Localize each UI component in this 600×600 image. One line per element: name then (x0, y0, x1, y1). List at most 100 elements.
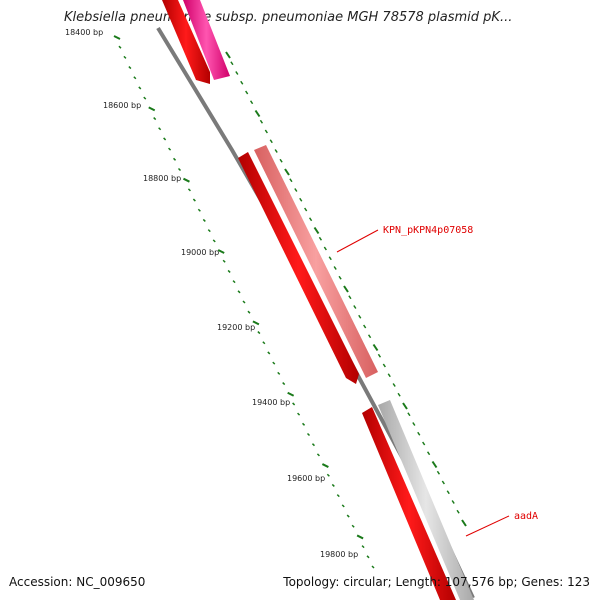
summary-text: Topology: circular; Length: 107,576 bp; … (283, 575, 590, 589)
ruler-minor-tick (153, 117, 157, 121)
outer-minor-tick (348, 295, 352, 300)
outer-minor-tick (412, 422, 416, 426)
gene-arrow[interactable] (162, 0, 210, 84)
ruler-minor-tick (282, 382, 286, 386)
ruler-minor-tick (297, 412, 301, 416)
ruler-minor-tick (277, 371, 281, 375)
ruler-minor-tick (371, 565, 375, 569)
outer-minor-tick (397, 392, 401, 397)
ruler-tick-label: 19400 bp (252, 398, 290, 407)
ruler-labels: 18400 bp 18600 bp 18800 bp 19000 bp 19200 bp… (65, 28, 358, 559)
ruler-minor-tick (138, 86, 142, 90)
ruler-tick-label: 18400 bp (65, 28, 103, 37)
ruler-minor-tick (267, 351, 271, 355)
ruler-minor-tick (133, 76, 137, 80)
accession-text: Accession: NC_009650 (9, 575, 146, 589)
outer-minor-tick (299, 197, 303, 202)
ruler-minor-tick (177, 167, 182, 172)
ruler-minor-tick (202, 218, 206, 222)
ruler-major-tick (252, 320, 260, 326)
ruler-minor-tick (123, 55, 127, 59)
outer-major-tick (343, 285, 349, 293)
outer-minor-tick (245, 90, 249, 95)
outer-minor-tick (328, 256, 332, 261)
outer-major-tick (402, 402, 408, 410)
ruler-minor-tick (311, 443, 315, 447)
ruler-minor-tick (361, 545, 365, 549)
outer-minor-tick (249, 100, 254, 105)
ruler-minor-tick (143, 96, 147, 100)
ruler-minor-tick (341, 504, 345, 508)
ruler-minor-tick (118, 45, 122, 49)
outer-minor-tick (279, 158, 283, 163)
outer-major-tick (431, 460, 438, 469)
gene-label[interactable]: aadA (514, 511, 538, 522)
outer-minor-tick (422, 441, 426, 446)
ruler-minor-tick (306, 432, 311, 437)
ruler-tick-label: 19800 bp (320, 550, 358, 559)
outer-minor-tick (353, 305, 357, 309)
outer-minor-tick (274, 149, 278, 153)
outer-minor-tick (456, 509, 460, 514)
outer-minor-tick (323, 246, 327, 251)
ruler-minor-tick (302, 422, 306, 426)
ruler-minor-tick (197, 208, 201, 212)
gene-features[interactable] (162, 0, 474, 600)
outer-major-tick (254, 109, 261, 118)
ruler-minor-tick (346, 514, 350, 518)
ruler-minor-tick (292, 402, 296, 406)
ruler-minor-tick (237, 290, 241, 294)
outer-minor-tick (294, 188, 298, 192)
ruler-minor-tick (163, 137, 167, 141)
outer-ticks (225, 51, 467, 527)
ruler-minor-tick (192, 198, 196, 202)
outer-minor-tick (289, 178, 293, 183)
gene-arrow[interactable] (362, 407, 456, 600)
outer-major-tick (225, 51, 231, 59)
outer-minor-tick (367, 334, 372, 339)
outer-minor-tick (392, 383, 396, 387)
gene-arrow[interactable] (254, 145, 378, 378)
ruler-minor-tick (128, 66, 132, 70)
outer-minor-tick (417, 431, 421, 436)
ruler-minor-tick (173, 157, 177, 161)
gene-arrow[interactable] (183, 0, 230, 80)
outer-minor-tick (441, 480, 445, 485)
outer-major-tick (372, 343, 379, 352)
outer-minor-tick (387, 373, 391, 378)
ruler-minor-tick (227, 269, 231, 273)
ruler-major-tick (287, 391, 295, 397)
ruler-major-tick (356, 534, 364, 540)
outer-major-tick (284, 168, 290, 176)
ruler-minor-tick (232, 280, 236, 284)
ruler-minor-tick (351, 524, 355, 528)
outer-minor-tick (338, 275, 342, 280)
ruler-minor-tick (331, 483, 335, 487)
gene-label[interactable]: KPN_pKPN4p07058 (383, 225, 473, 236)
gene-labels: KPN_pKPN4p07058 aadA (336, 225, 538, 537)
gene-arrow[interactable] (238, 152, 359, 384)
outer-minor-tick (436, 470, 441, 475)
gene-label-leader (336, 229, 379, 253)
ruler-minor-tick (187, 188, 191, 192)
outer-minor-tick (446, 490, 450, 495)
outer-major-tick (313, 226, 320, 235)
ruler-minor-tick (247, 310, 251, 314)
ruler-tick-label: 18800 bp (143, 174, 181, 183)
outer-minor-tick (333, 266, 337, 270)
outer-minor-tick (264, 129, 268, 134)
ruler-major-tick (148, 106, 156, 112)
ruler-major-tick (183, 177, 190, 183)
outer-minor-tick (240, 80, 244, 85)
gene-arrow[interactable] (378, 400, 474, 600)
outer-minor-tick (377, 353, 382, 358)
outer-major-tick (461, 519, 467, 527)
ruler-minor-tick (316, 453, 320, 457)
ruler-tick-label: 19000 bp (181, 248, 219, 257)
outer-minor-tick (363, 324, 367, 329)
ruler-minor-tick (336, 494, 340, 498)
ruler-minor-tick (326, 473, 330, 477)
ruler-minor-tick (272, 361, 276, 365)
outer-minor-tick (382, 363, 386, 368)
